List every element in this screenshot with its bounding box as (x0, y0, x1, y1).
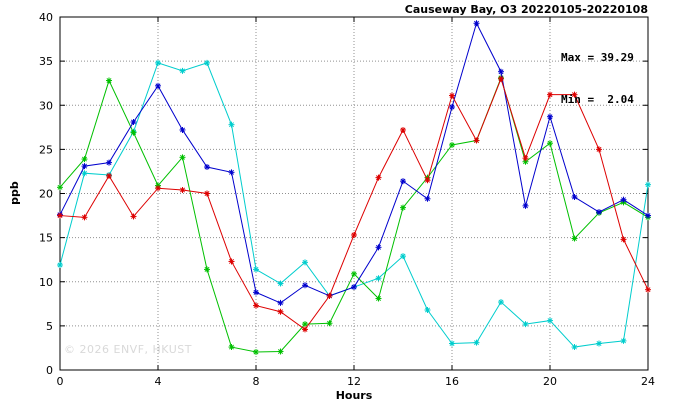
y-tick-label: 30 (39, 99, 53, 112)
y-tick-label: 20 (39, 188, 53, 201)
y-tick-label: 10 (39, 276, 53, 289)
x-tick-label: 8 (253, 375, 260, 388)
y-tick-label: 40 (39, 11, 53, 24)
maxmin-annotation: Max = 39.29 Min = 2.04 (561, 23, 634, 135)
y-tick-label: 15 (39, 232, 53, 245)
x-axis-label: Hours (335, 389, 373, 402)
chart-title: Causeway Bay, O3 20220105-20220108 (404, 3, 648, 16)
x-tick-label: 16 (445, 375, 459, 388)
y-axis-label: ppb (8, 181, 21, 205)
x-tick-label: 0 (57, 375, 64, 388)
series-red (57, 75, 651, 333)
watermark: © 2026 ENVF, HKUST (64, 343, 192, 356)
x-tick-label: 20 (543, 375, 557, 388)
x-tick-label: 4 (155, 375, 162, 388)
x-tick-label: 12 (347, 375, 361, 388)
y-tick-label: 25 (39, 143, 53, 156)
max-label: Max = 39.29 (561, 51, 634, 64)
y-tick-label: 5 (46, 320, 53, 333)
min-label: Min = 2.04 (561, 93, 634, 106)
y-tick-label: 0 (46, 364, 53, 377)
y-tick-label: 35 (39, 55, 53, 68)
x-tick-label: 24 (641, 375, 655, 388)
